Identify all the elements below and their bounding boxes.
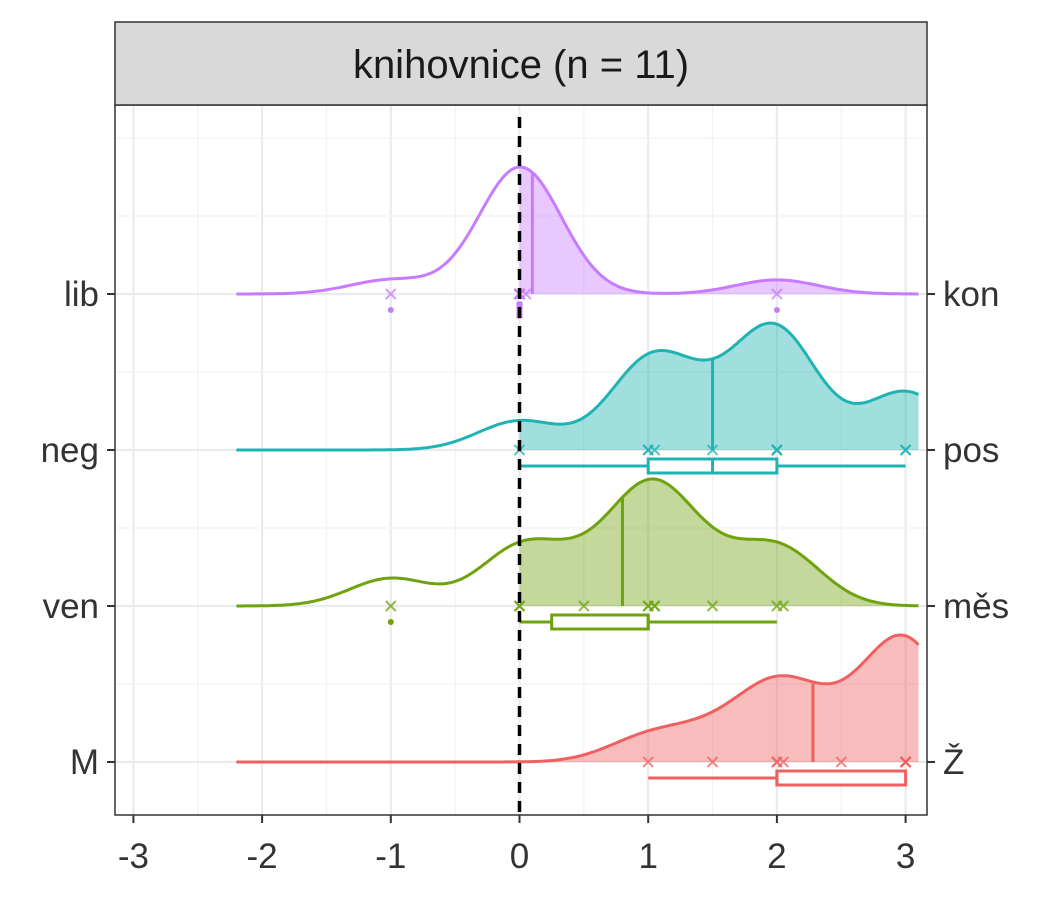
box-ven (550, 613, 650, 631)
strip-title: knihovnice (n = 11) (353, 43, 689, 87)
y-label-right: měs (943, 587, 1009, 626)
x-tick-label: 0 (510, 837, 529, 876)
x-tick-label: -3 (118, 837, 149, 876)
data-point (642, 756, 654, 768)
data-point-stroke (385, 600, 397, 612)
x-tick-label: 2 (767, 837, 786, 876)
data-point (899, 444, 912, 456)
data-point (513, 600, 526, 612)
density-line-lib (236, 165, 919, 296)
data-point-stroke (777, 756, 790, 768)
data-point-stroke (777, 600, 790, 612)
data-point (771, 288, 783, 300)
data-point (899, 756, 912, 768)
data-point-stroke (771, 288, 783, 300)
raincloud-M (236, 633, 920, 787)
x-tick-label: 1 (638, 837, 657, 876)
y-label-left: lib (64, 275, 99, 314)
density-line-ven (236, 477, 919, 608)
strip-background (114, 21, 928, 106)
data-point (648, 600, 661, 612)
data-point-stroke (642, 756, 654, 768)
data-point (706, 600, 719, 612)
y-label-left: M (70, 743, 99, 782)
data-point (835, 756, 847, 768)
x-tick-label: -1 (375, 837, 406, 876)
data-point (385, 600, 397, 612)
data-point (706, 756, 719, 768)
density-fill-neg (519, 323, 919, 450)
data-point-stroke (899, 444, 912, 456)
raincloud-neg (236, 321, 920, 475)
box-M (775, 769, 908, 787)
x-tick-label: -2 (247, 837, 278, 876)
data-point (771, 444, 783, 456)
outlier-point (387, 307, 394, 313)
outlier-point (387, 619, 394, 625)
data-point-stroke (578, 600, 590, 612)
y-label-right: Ž (943, 743, 964, 782)
data-point (648, 444, 661, 456)
data-point (777, 600, 790, 612)
density-fill-ven (519, 479, 919, 606)
density-fill-lib (519, 167, 919, 294)
density-line-M (236, 633, 920, 764)
axes: -3 -2 -1 0 1 2 3 lib kon neg pos ven měs M Ž (41, 275, 1010, 876)
data-point (578, 600, 590, 612)
data-point-stroke (648, 600, 661, 612)
data-point-stroke (385, 288, 397, 300)
data-point-stroke (648, 444, 661, 456)
data-point (385, 288, 397, 300)
data-point-stroke (513, 600, 526, 612)
y-label-left: neg (41, 431, 99, 470)
data-point-stroke (771, 444, 783, 456)
data-point (777, 756, 790, 768)
data-point (706, 444, 719, 456)
density-line-neg (236, 321, 920, 452)
data-point-stroke (835, 756, 847, 768)
y-label-right: kon (943, 275, 999, 314)
outlier-point (773, 307, 780, 313)
x-tick-label: 3 (896, 837, 915, 876)
data-point-stroke (706, 756, 719, 768)
raincloud-ven (236, 477, 919, 631)
y-label-right: pos (943, 431, 999, 470)
data-point-stroke (706, 600, 719, 612)
data-point-stroke (706, 444, 719, 456)
data-point (520, 288, 532, 300)
data-point-stroke (520, 288, 532, 300)
data-point-stroke (899, 756, 912, 768)
plot-data (236, 165, 920, 787)
y-label-left: ven (43, 587, 99, 626)
density-fill-M (519, 635, 919, 762)
